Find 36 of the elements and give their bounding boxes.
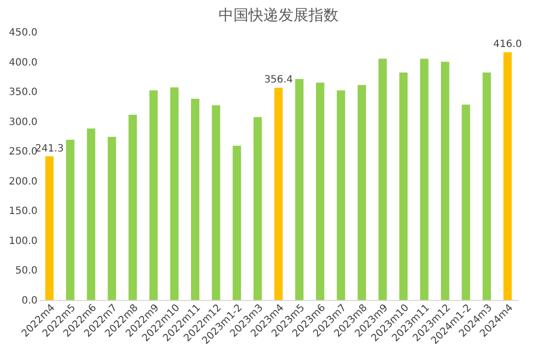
chart-title: 中国快递发展指数 <box>218 6 338 24</box>
bar <box>254 117 262 300</box>
y-tick-label: 350.0 <box>8 87 38 98</box>
bar <box>86 128 96 300</box>
y-tick-label: 200.0 <box>8 176 38 188</box>
data-label: 356.4 <box>264 74 293 86</box>
y-tick-label: 250.0 <box>8 146 38 158</box>
bar <box>45 156 54 300</box>
bar <box>378 58 387 300</box>
y-tick-label: 300.0 <box>8 116 38 128</box>
y-tick-label: 450.0 <box>8 28 38 38</box>
y-tick-label: 100.0 <box>8 236 38 247</box>
bar <box>191 98 200 300</box>
bar <box>295 79 304 300</box>
y-tick-label: 0.0 <box>22 296 38 306</box>
bar <box>149 90 158 300</box>
bar <box>358 85 366 300</box>
bar <box>274 88 283 300</box>
bar <box>336 90 346 300</box>
bar <box>440 62 450 300</box>
bar <box>66 140 74 300</box>
bar <box>212 105 220 300</box>
data-label: 416.0 <box>493 39 522 50</box>
y-tick-label: 50.0 <box>15 266 38 277</box>
y-tick-label: 400.0 <box>8 57 38 68</box>
bar <box>170 87 179 300</box>
bar <box>420 58 428 300</box>
bar <box>232 146 242 300</box>
bar <box>503 52 512 300</box>
bar <box>482 72 491 300</box>
y-tick-label: 150.0 <box>8 206 38 218</box>
bar <box>316 82 324 300</box>
bar <box>108 136 116 300</box>
bar <box>399 72 408 300</box>
bar <box>462 104 470 300</box>
bar <box>128 114 137 300</box>
